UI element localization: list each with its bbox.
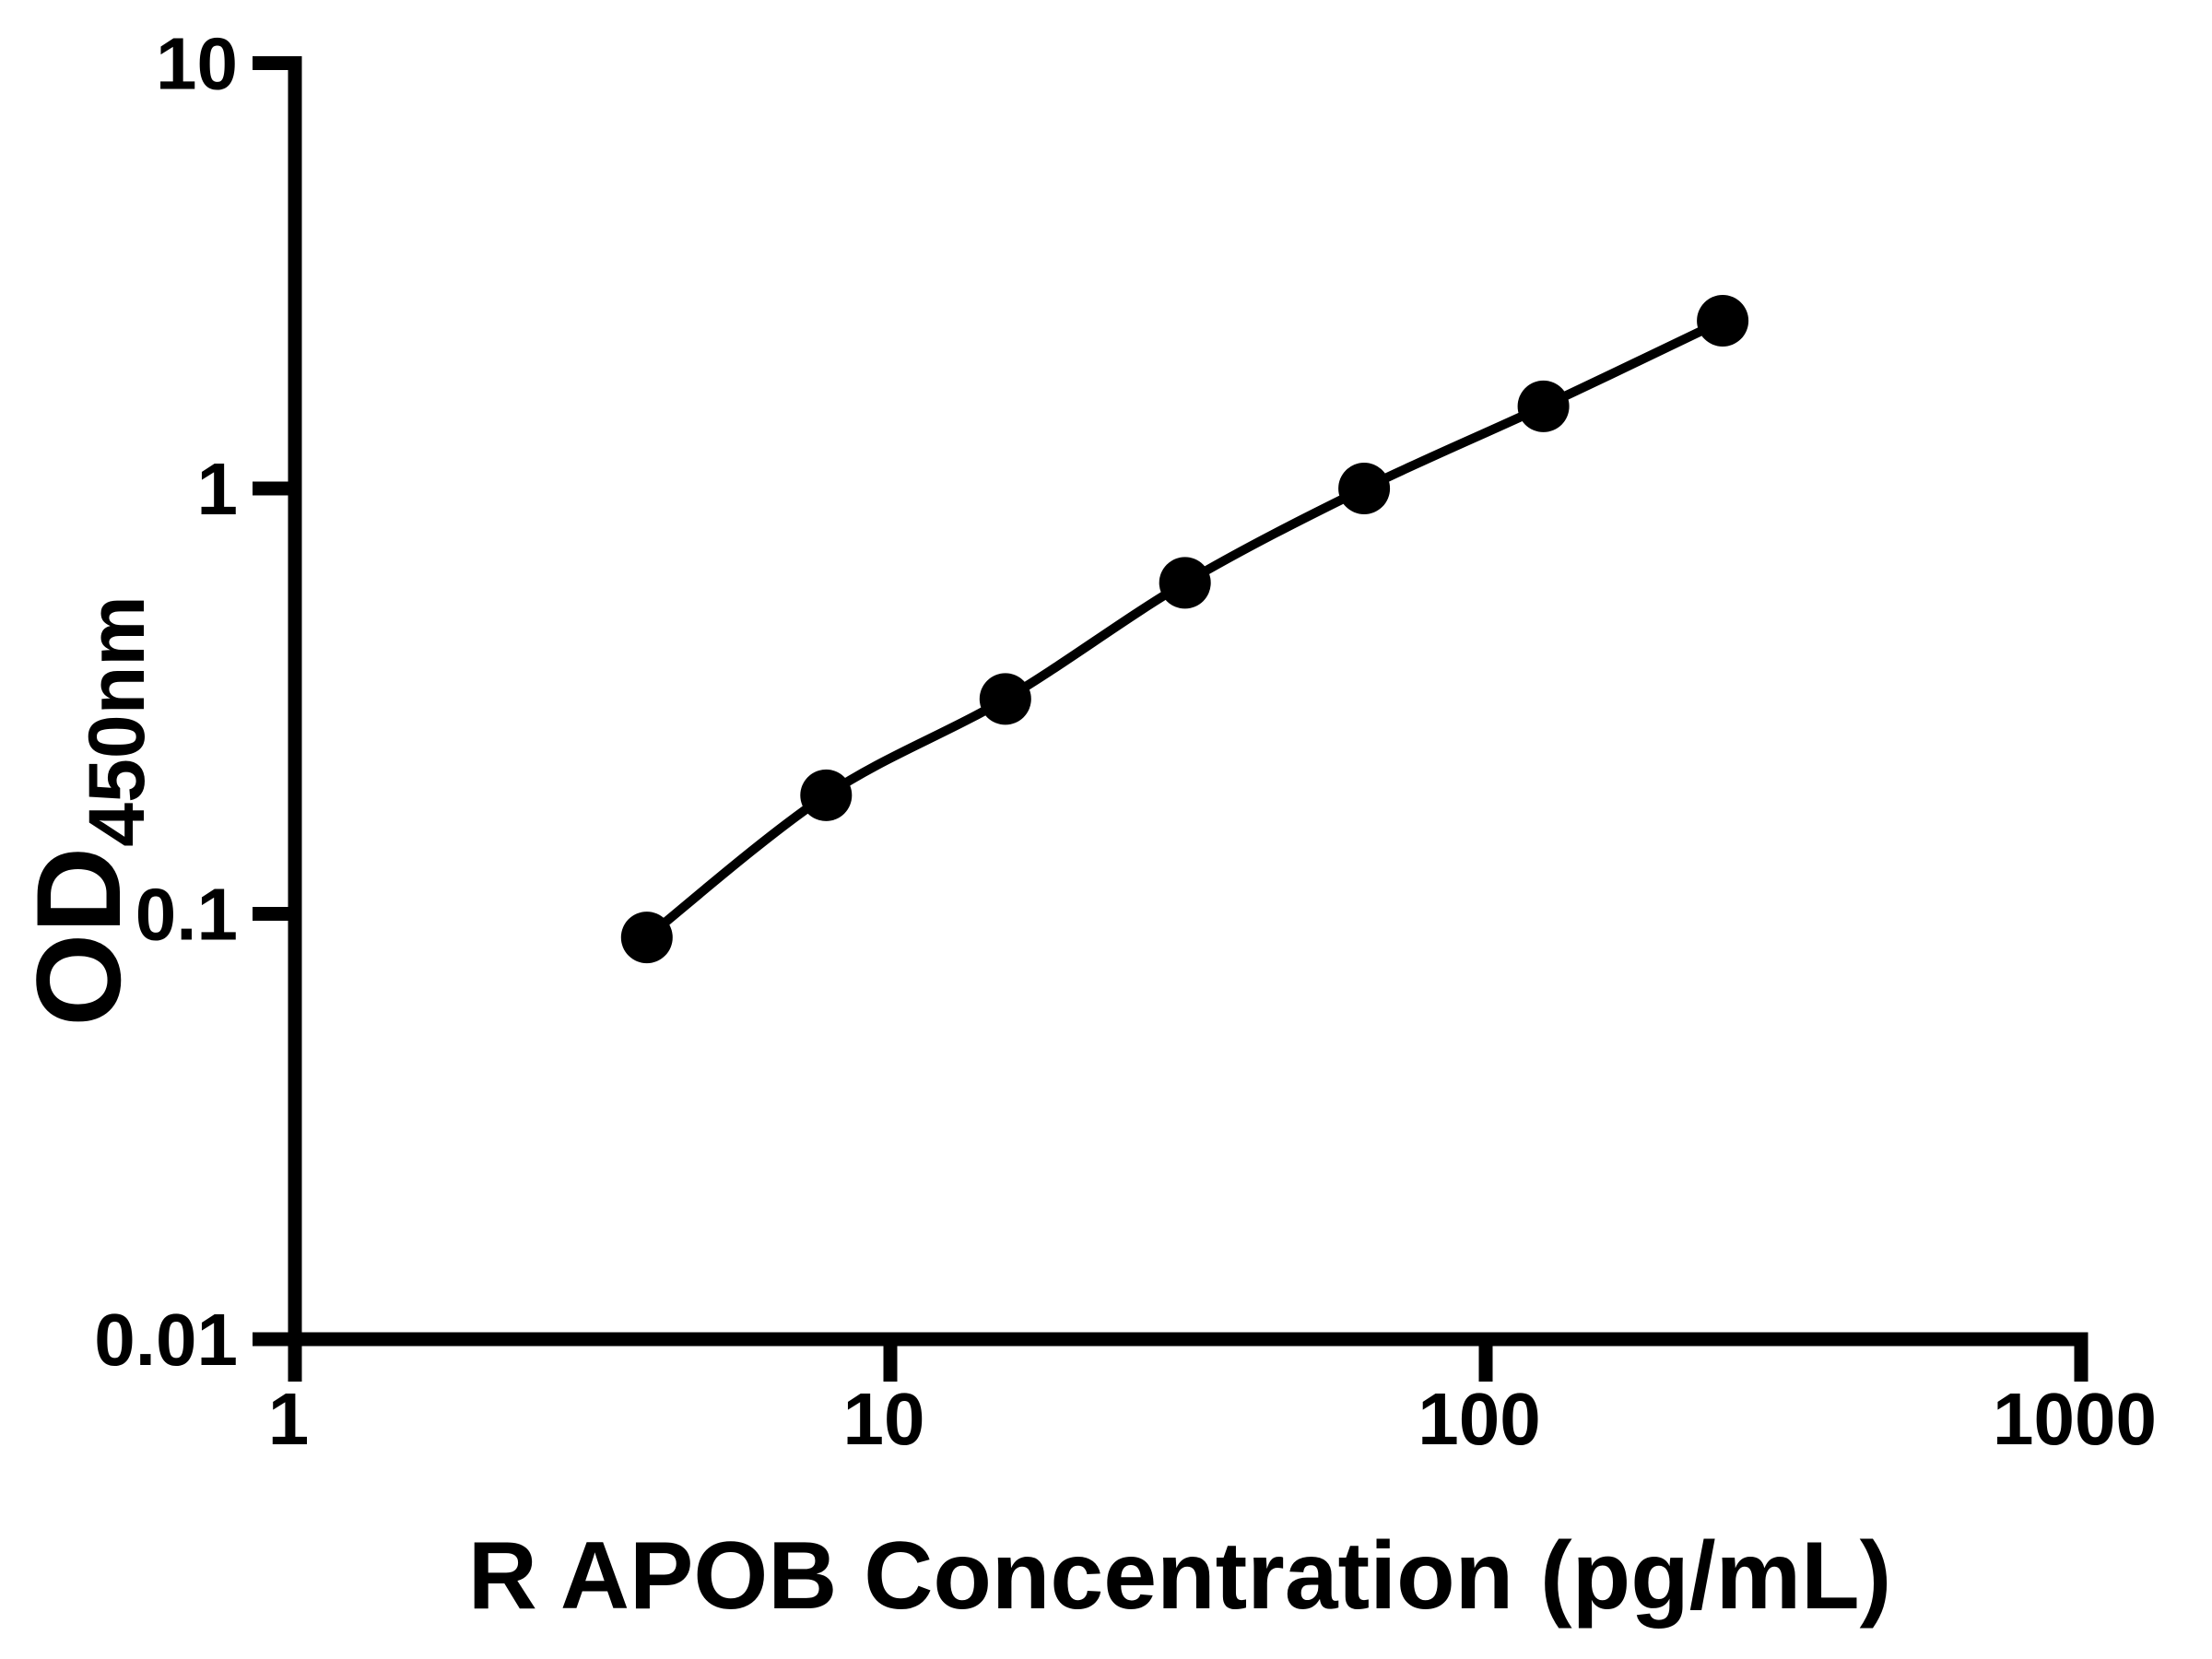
data-point-marker — [1159, 557, 1211, 609]
y-tick-label: 0.1 — [135, 874, 238, 956]
axis-ticks — [253, 56, 2088, 1382]
y-tick-label: 1 — [197, 448, 239, 530]
x-tick-label: 1000 — [1993, 1378, 2157, 1460]
x-tick-label: 10 — [843, 1378, 925, 1460]
y-tick-label: 0.01 — [94, 1299, 238, 1381]
axes — [255, 56, 2088, 1347]
data-point-marker — [1338, 463, 1391, 514]
data-point-marker — [620, 912, 673, 964]
axis-tick-labels: 10 1 0.1 0.01 1 10 100 1000 — [94, 23, 2157, 1461]
x-axis-title: R APOB Concentration (pg/mL) — [468, 1523, 1892, 1630]
y-axis-title-main: OD — [11, 847, 146, 1027]
y-tick-label: 10 — [156, 23, 238, 105]
x-tick-label: 1 — [268, 1378, 310, 1460]
y-axis-title-subscript: 450nm — [73, 595, 161, 847]
data-point-marker — [1517, 380, 1570, 432]
y-axis-title: OD450nm — [11, 595, 161, 1027]
data-point-marker — [1697, 295, 1749, 347]
x-tick-label: 100 — [1418, 1378, 1540, 1460]
data-point-marker — [800, 769, 853, 821]
data-curve — [620, 295, 1749, 964]
data-point-marker — [979, 673, 1031, 725]
